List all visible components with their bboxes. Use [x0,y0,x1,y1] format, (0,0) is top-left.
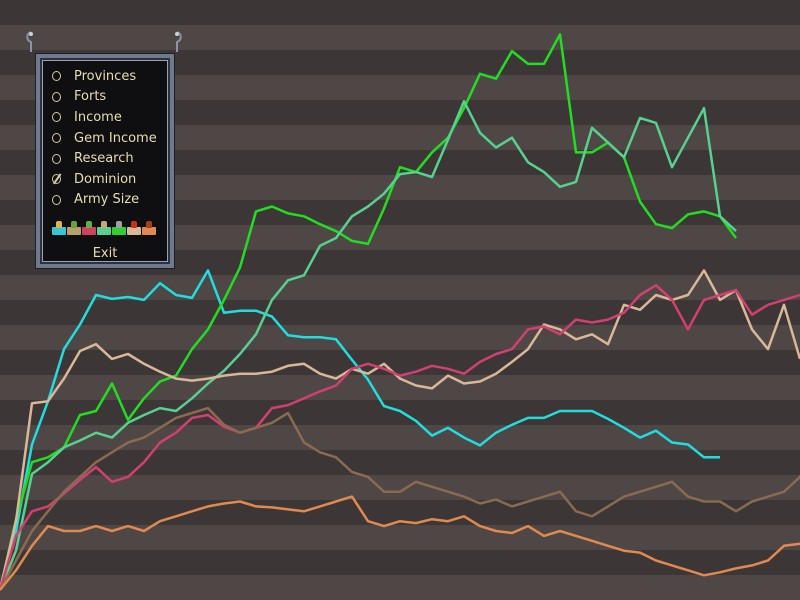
menu-item-research[interactable]: Research [52,148,157,169]
menu-item-label: Forts [74,89,107,105]
series-line-1 [0,269,720,591]
radio-icon [52,153,61,164]
nation-flag-1[interactable] [52,221,66,237]
nation-flag-2[interactable] [67,221,81,237]
menu-item-income[interactable]: Income [52,107,157,128]
sun-emblem-icon [56,221,62,228]
tree-emblem-icon [71,221,77,228]
nation-flag-5[interactable] [112,221,126,237]
flame-emblem-icon [131,221,137,228]
flag-cloth [142,227,156,235]
chain-hook-right-icon [175,31,182,52]
nation-flag-6[interactable] [127,221,141,237]
stat-menu-panel: Provinces Forts Income Gem Income Resear… [36,54,174,268]
flag-cloth [127,227,141,235]
menu-item-gem-income[interactable]: Gem Income [52,128,157,149]
menu-item-dominion[interactable]: Dominion [52,169,157,190]
radio-icon [52,112,61,123]
figure-emblem-icon [101,221,107,228]
crown-emblem-icon [146,221,152,228]
menu-item-army-size[interactable]: Army Size [52,190,157,211]
menu-item-label: Army Size [74,192,140,208]
flag-cloth [82,227,96,235]
leaf-emblem-icon [86,221,92,228]
menu-item-label: Dominion [74,171,137,187]
radio-icon [52,133,61,144]
series-line-7 [0,495,800,591]
exit-button[interactable]: Exit [92,246,118,261]
radio-icon [52,91,61,102]
nation-flag-3[interactable] [82,221,96,237]
flag-cloth [112,227,126,235]
series-line-3 [0,100,737,591]
stat-menu: Provinces Forts Income Gem Income Resear… [52,66,157,210]
menu-item-provinces[interactable]: Provinces [52,66,157,87]
radio-icon [52,194,61,205]
radio-icon [52,71,61,82]
series-line-6 [0,406,800,591]
flag-cloth [52,227,66,235]
menu-item-label: Provinces [74,68,137,84]
nation-flags [52,221,156,237]
menu-item-label: Income [74,109,122,125]
series-line-4 [0,269,800,591]
menu-item-label: Research [74,151,134,167]
nation-flag-4[interactable] [97,221,111,237]
menu-item-label: Gem Income [74,130,157,146]
nation-flag-7[interactable] [142,221,156,237]
radio-selected-icon [52,174,61,185]
chain-hook-left-icon [26,31,33,52]
flag-cloth [67,227,81,235]
menu-item-forts[interactable]: Forts [52,87,157,108]
series-line-5 [0,283,800,591]
flag-cloth [97,227,111,235]
blade-emblem-icon [116,221,122,228]
